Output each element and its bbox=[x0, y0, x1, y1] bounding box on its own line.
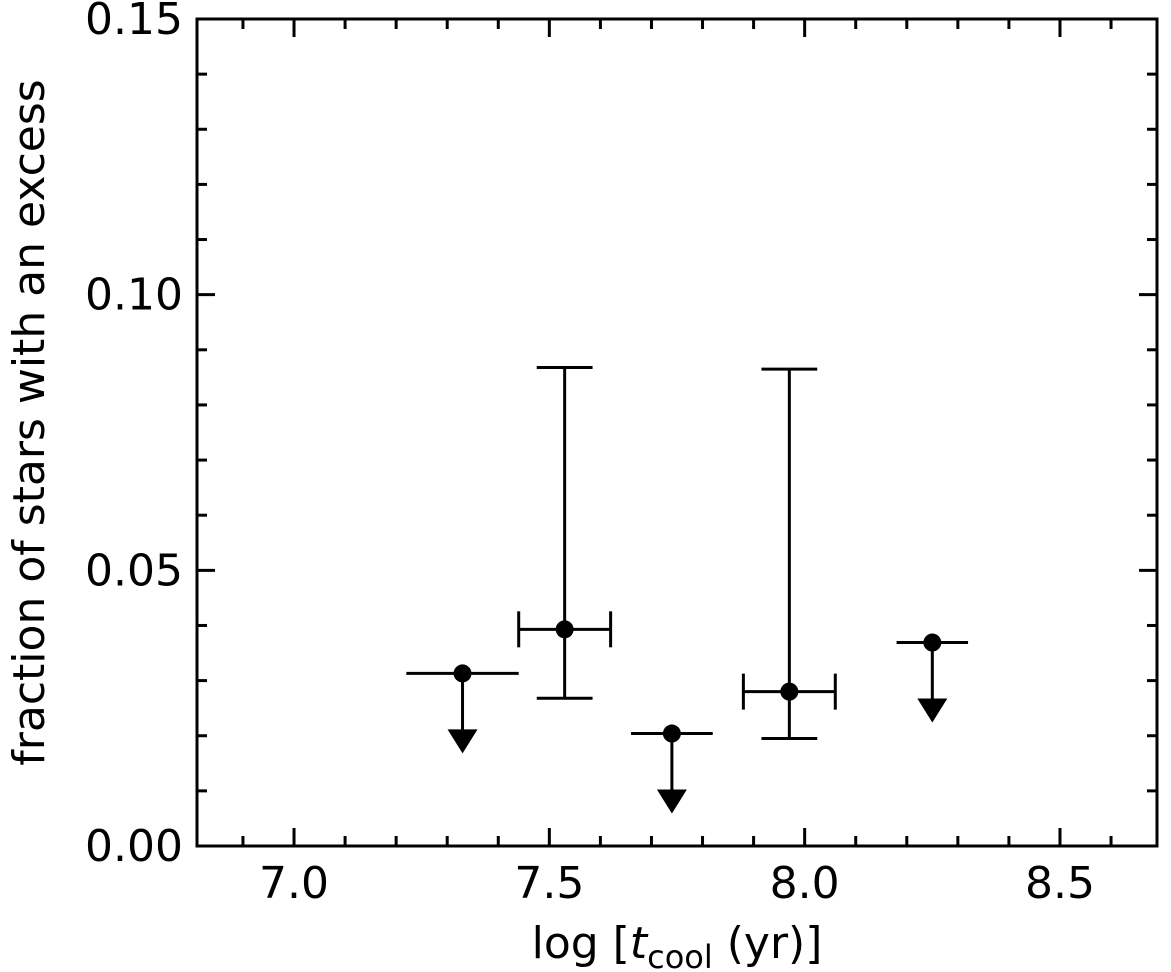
x-axis-label-var: t bbox=[630, 918, 649, 969]
x-tick-label: 7.5 bbox=[514, 858, 584, 909]
y-tick-label: 0.00 bbox=[85, 821, 183, 872]
x-tick-label: 8.5 bbox=[1025, 858, 1095, 909]
y-axis-label: fraction of stars with an excess bbox=[4, 79, 55, 765]
upper-limit-point bbox=[896, 633, 969, 723]
tick-labels: 7.0 7.5 8.0 8.5 0.00 0.05 0.10 0.15 bbox=[85, 0, 1095, 909]
data-points bbox=[406, 365, 969, 814]
data-marker bbox=[780, 682, 799, 701]
measurement-point bbox=[741, 367, 837, 740]
upper-limit-point bbox=[406, 664, 519, 754]
y-tick-label: 0.05 bbox=[85, 545, 183, 596]
plot-frame bbox=[195, 17, 1159, 848]
x-axis-label-prefix: log [ bbox=[532, 918, 630, 969]
x-axis-label-suffix: (yr)] bbox=[713, 918, 823, 969]
x-axis-label: log [tcool (yr)] bbox=[532, 918, 823, 972]
upper-limit-arrow-head bbox=[656, 789, 687, 814]
data-marker bbox=[923, 633, 942, 652]
data-marker bbox=[662, 724, 681, 743]
upper-limit-point bbox=[631, 724, 713, 814]
data-marker bbox=[453, 664, 472, 683]
x-axis-label-sub: cool bbox=[647, 938, 713, 972]
x-tick-label: 8.0 bbox=[770, 858, 840, 909]
axis-ticks bbox=[197, 17, 1157, 848]
y-tick-label: 0.10 bbox=[85, 270, 183, 321]
upper-limit-arrow-head bbox=[447, 729, 478, 754]
x-tick-label: 7.0 bbox=[259, 858, 329, 909]
upper-limit-arrow-head bbox=[917, 698, 948, 723]
data-marker bbox=[555, 620, 574, 639]
y-tick-label: 0.15 bbox=[85, 0, 183, 45]
measurement-point bbox=[517, 365, 613, 700]
